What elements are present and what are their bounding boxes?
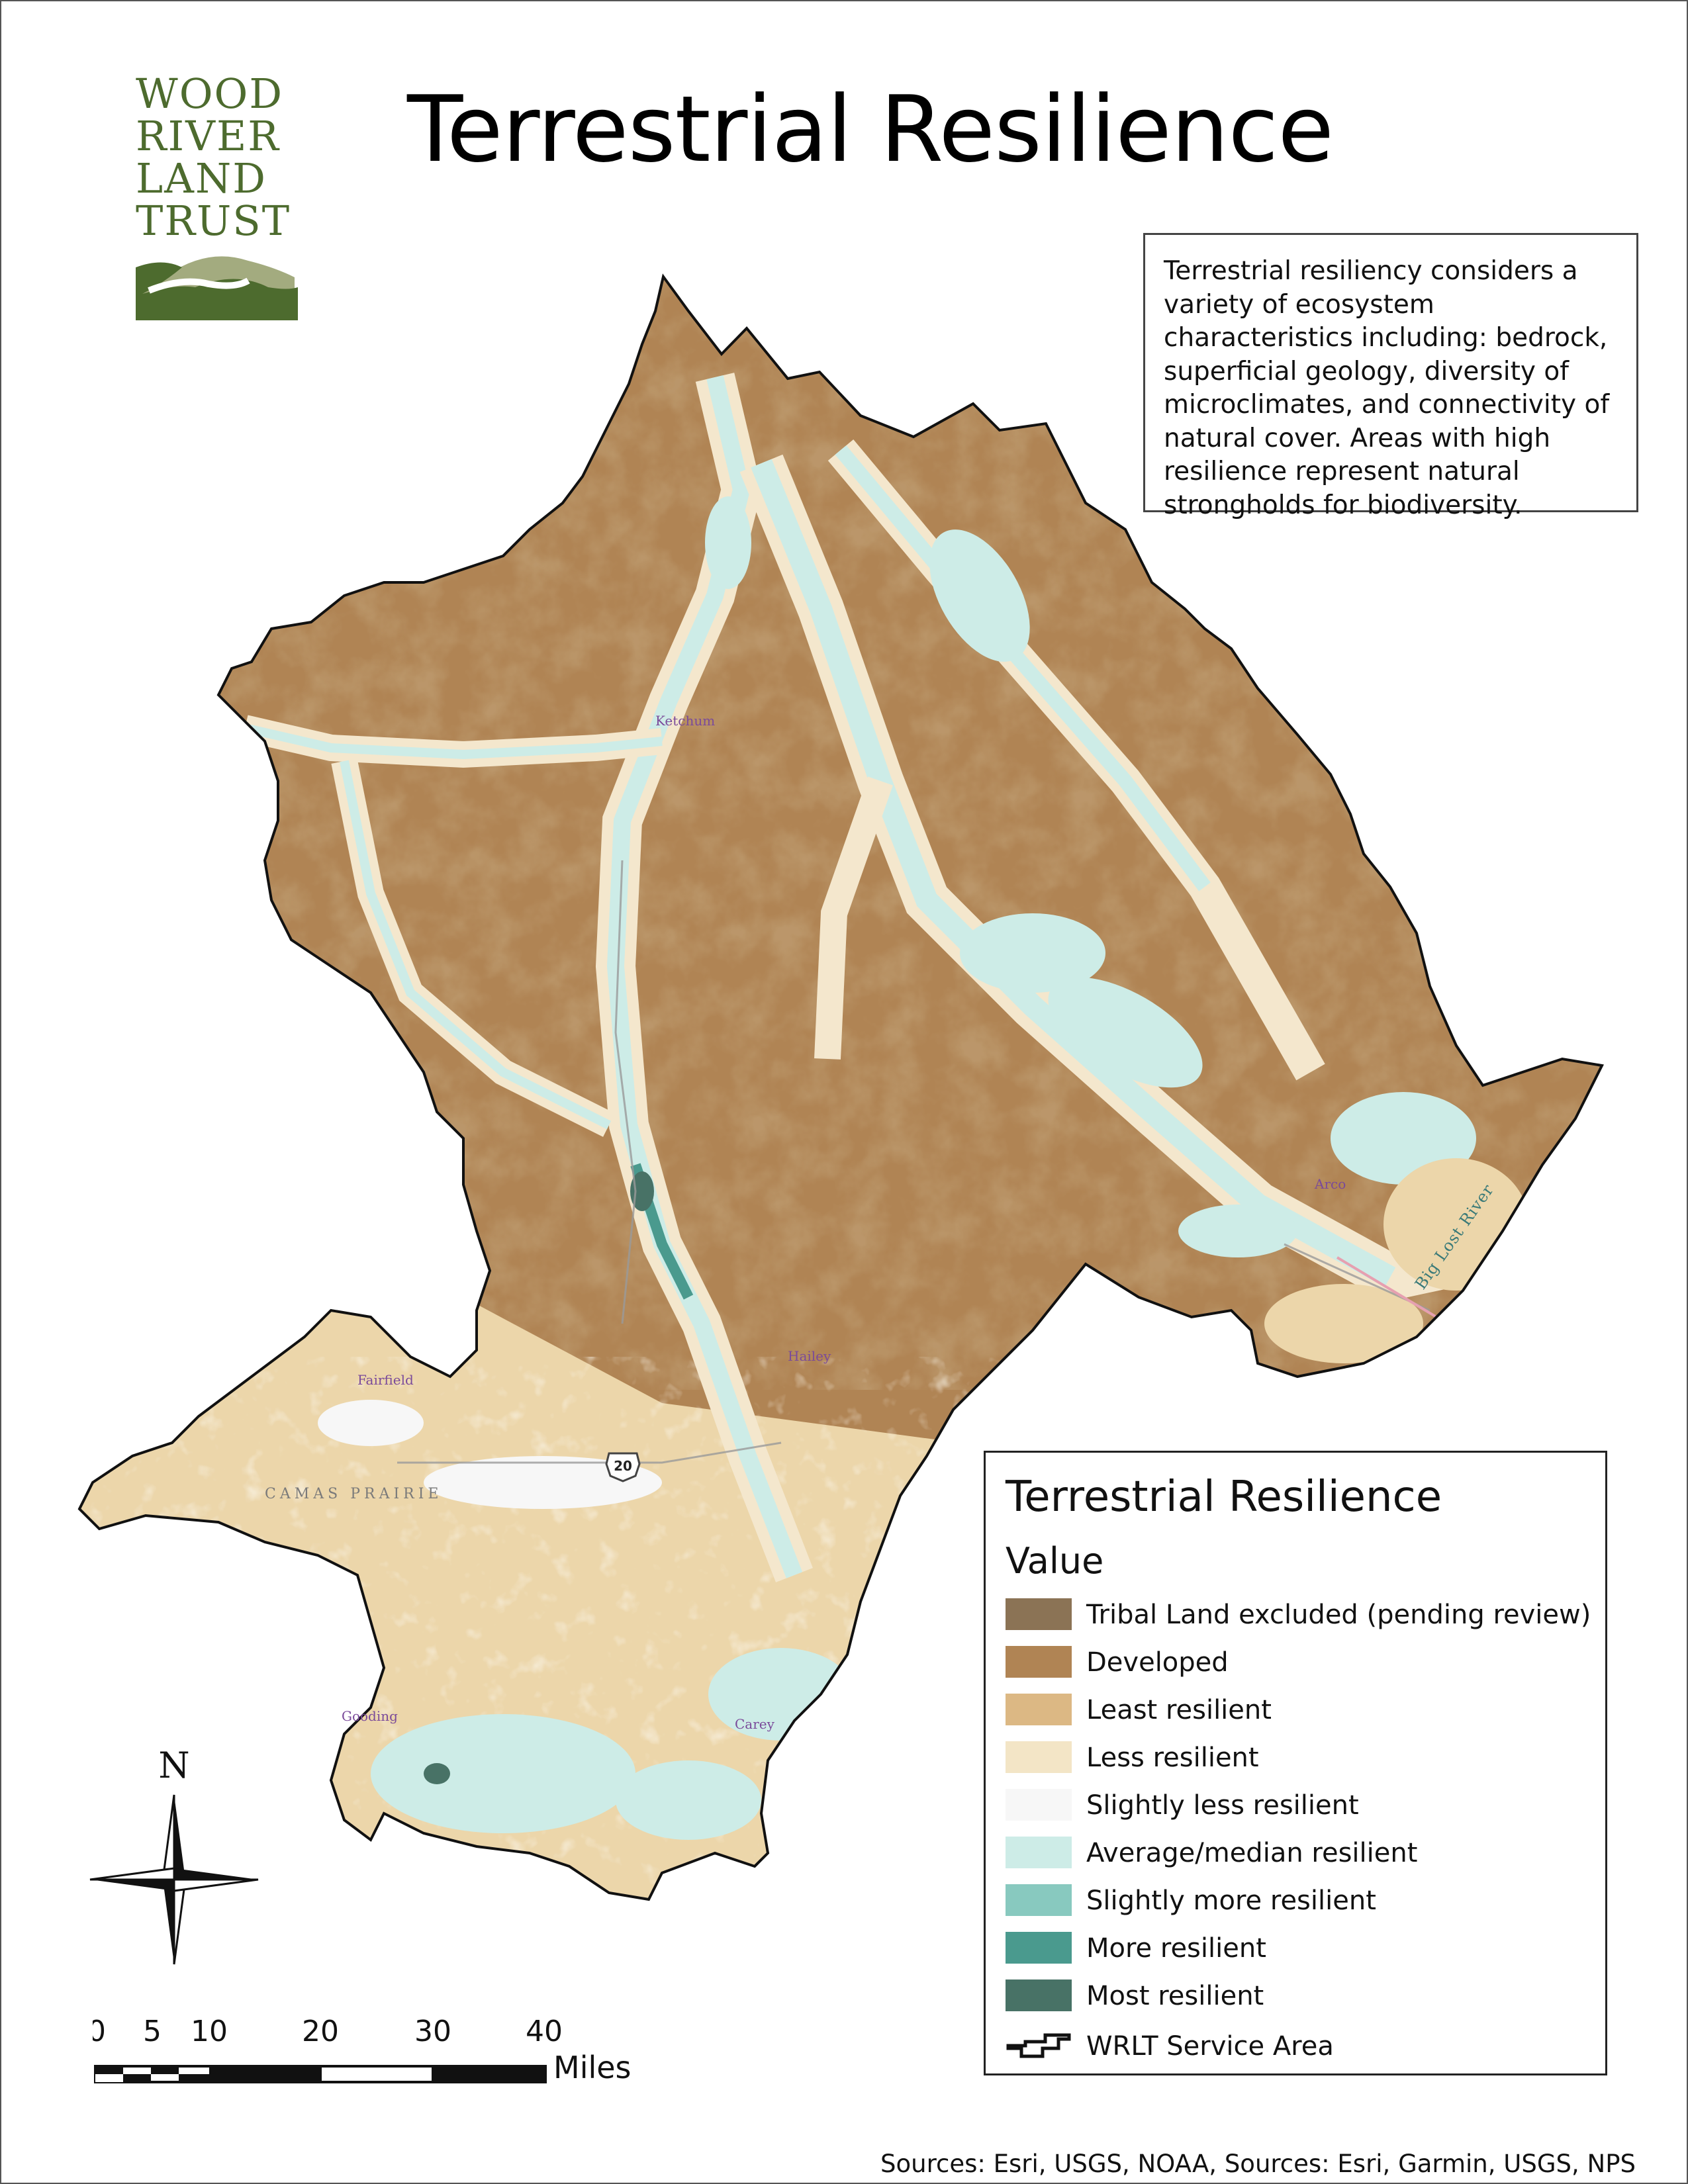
wrlt-logo: WOOD RIVER LAND TRUST: [136, 73, 308, 320]
legend-swatch: [1006, 1837, 1072, 1868]
legend-item: Tribal Land excluded (pending review): [1006, 1598, 1601, 1633]
page-title: Terrestrial Resilience: [407, 76, 1334, 183]
legend-label: Slightly more resilient: [1086, 1886, 1376, 1916]
legend-item: Slightly less resilient: [1006, 1789, 1601, 1823]
legend-item: Average/median resilient: [1006, 1837, 1601, 1871]
logo-line-4: TRUST: [136, 197, 291, 245]
legend-label: Least resilient: [1086, 1695, 1272, 1725]
legend-swatch: [1006, 1932, 1072, 1964]
north-label: N: [158, 1747, 189, 1786]
legend-swatch: [1006, 1694, 1072, 1725]
legend: Terrestrial Resilience Value Tribal Land…: [984, 1451, 1607, 2075]
scale-tick-5: 5: [143, 2015, 162, 2048]
scale-tick-20: 20: [302, 2015, 339, 2048]
legend-item: More resilient: [1006, 1932, 1601, 1966]
legend-label: Slightly less resilient: [1086, 1790, 1359, 1821]
scale-unit: Miles: [553, 2050, 632, 2085]
logo-line-1: WOOD: [136, 69, 284, 118]
legend-item-boundary: WRLT Service Area: [1006, 2030, 1601, 2064]
legend-label: Less resilient: [1086, 1743, 1259, 1773]
scale-bar: 0 5 10 20 30 40 Miles: [93, 2015, 632, 2085]
legend-swatch: [1006, 1598, 1072, 1630]
town-label-fairfield: Fairfield: [357, 1372, 414, 1388]
boundary-swatch-icon: [1006, 2033, 1071, 2058]
legend-swatch: [1006, 1789, 1072, 1821]
legend-item: Developed: [1006, 1646, 1601, 1680]
sources-text: Sources: Esri, USGS, NOAA, Sources: Esri…: [880, 2150, 1636, 2178]
scale-tick-40: 40: [526, 2015, 563, 2048]
logo-hills-icon: [136, 256, 298, 320]
north-arrow-icon: N: [89, 1747, 259, 1965]
camas-prairie-label: CAMAS PRAIRIE: [265, 1486, 442, 1502]
legend-swatch: [1006, 1741, 1072, 1773]
legend-item: Least resilient: [1006, 1694, 1601, 1728]
legend-label: Most resilient: [1086, 1981, 1264, 2011]
legend-swatch: [1006, 1646, 1072, 1678]
highway-shield: 20: [605, 1452, 641, 1482]
scale-tick-30: 30: [414, 2015, 451, 2048]
town-label-hailey: Hailey: [788, 1348, 831, 1364]
legend-swatch: [1006, 1979, 1072, 2011]
description-box: Terrestrial resiliency considers a varie…: [1143, 233, 1638, 520]
town-label-gooding: Gooding: [342, 1708, 398, 1724]
legend-item: Less resilient: [1006, 1741, 1601, 1776]
legend-label: More resilient: [1086, 1933, 1266, 1964]
scale-tick-10: 10: [191, 2015, 228, 2048]
legend-label-boundary: WRLT Service Area: [1086, 2031, 1334, 2062]
logo-line-3: LAND: [136, 154, 267, 203]
legend-label: Developed: [1086, 1647, 1229, 1678]
logo-line-2: RIVER: [136, 112, 280, 160]
town-label-arco: Arco: [1314, 1176, 1346, 1192]
town-label-carey: Carey: [735, 1716, 775, 1732]
town-label-ketchum: Ketchum: [655, 713, 715, 729]
legend-item: Most resilient: [1006, 1979, 1601, 2014]
legend-label: Tribal Land excluded (pending review): [1086, 1600, 1591, 1630]
scale-tick-0: 0: [93, 2015, 106, 2048]
highway-number: 20: [614, 1458, 632, 1474]
legend-item: Slightly more resilient: [1006, 1884, 1601, 1919]
legend-label: Average/median resilient: [1086, 1838, 1418, 1868]
legend-subtitle: Value: [1006, 1540, 1104, 1582]
legend-swatch: [1006, 1884, 1072, 1916]
legend-title: Terrestrial Resilience: [1006, 1473, 1442, 1522]
